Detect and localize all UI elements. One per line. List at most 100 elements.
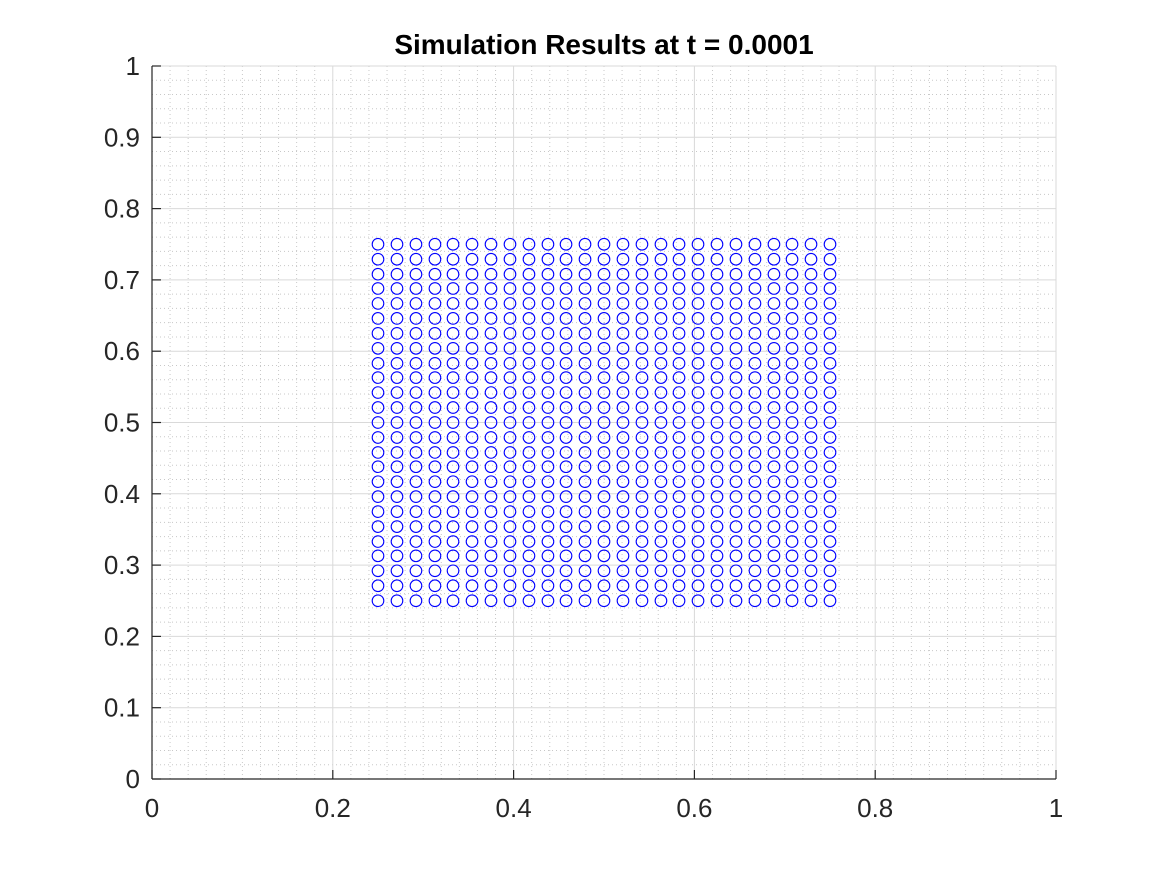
data-point (522, 564, 536, 578)
data-point (541, 282, 555, 295)
data-point (390, 535, 404, 548)
data-point (465, 312, 479, 325)
data-point (503, 312, 517, 325)
data-point (616, 460, 630, 474)
data-point (522, 520, 536, 533)
data-point (785, 549, 799, 563)
data-point (729, 564, 743, 578)
data-point (785, 327, 799, 340)
data-point (804, 431, 818, 444)
data-point (541, 297, 555, 310)
data-point (428, 549, 442, 563)
data-point (729, 416, 743, 429)
data-point (390, 520, 404, 533)
data-point (371, 535, 385, 548)
data-point (635, 475, 649, 489)
data-point (578, 341, 592, 355)
data-point (371, 520, 385, 533)
data-point (578, 327, 592, 340)
data-point (654, 431, 668, 444)
data-point (729, 490, 743, 504)
data-point (672, 267, 686, 281)
data-point (484, 535, 498, 548)
y-tick-label: 0.4 (104, 479, 140, 509)
data-point (484, 267, 498, 281)
data-point (785, 490, 799, 504)
data-point (484, 416, 498, 429)
data-point (559, 460, 573, 474)
data-point (428, 579, 442, 593)
data-point (672, 312, 686, 325)
data-point (503, 356, 517, 370)
data-point (371, 579, 385, 593)
data-point (465, 416, 479, 429)
data-point (616, 535, 630, 548)
data-point (635, 252, 649, 266)
data-point (672, 327, 686, 340)
data-point (654, 564, 668, 578)
data-point (409, 297, 423, 310)
data-point (428, 416, 442, 429)
data-point (785, 535, 799, 548)
data-point (578, 416, 592, 429)
data-point (541, 386, 555, 399)
data-point (409, 446, 423, 459)
data-point (635, 564, 649, 578)
data-point (616, 252, 630, 266)
data-point (823, 386, 837, 399)
data-point (785, 312, 799, 325)
data-point (804, 564, 818, 578)
data-point (428, 401, 442, 414)
data-point (710, 237, 724, 251)
data-point (804, 549, 818, 563)
data-point (672, 594, 686, 608)
data-point (804, 416, 818, 429)
data-point (691, 356, 705, 370)
data-point (446, 416, 460, 429)
data-point (597, 327, 611, 340)
data-point (371, 505, 385, 518)
data-point (823, 520, 837, 533)
data-point (465, 341, 479, 355)
data-point (823, 446, 837, 459)
data-point (428, 327, 442, 340)
data-point (672, 431, 686, 444)
data-point (710, 312, 724, 325)
data-point (672, 282, 686, 295)
data-point (578, 282, 592, 295)
data-point (748, 312, 762, 325)
data-point (522, 490, 536, 504)
data-point (541, 416, 555, 429)
data-point (597, 371, 611, 384)
data-point (785, 341, 799, 355)
data-point (578, 579, 592, 593)
y-tick-label: 0.2 (104, 621, 140, 651)
data-point (748, 535, 762, 548)
data-point (465, 564, 479, 578)
data-point (672, 564, 686, 578)
data-point (409, 475, 423, 489)
data-point (804, 401, 818, 414)
data-point (729, 549, 743, 563)
data-point (559, 594, 573, 608)
data-point (767, 416, 781, 429)
data-point (371, 490, 385, 504)
data-point (654, 535, 668, 548)
data-point (672, 237, 686, 251)
data-point (428, 446, 442, 459)
data-point (729, 579, 743, 593)
data-point (767, 535, 781, 548)
data-point (522, 252, 536, 266)
data-point (616, 312, 630, 325)
data-point (729, 460, 743, 474)
data-point (691, 341, 705, 355)
data-point (578, 490, 592, 504)
data-point (767, 594, 781, 608)
marker-layer (371, 237, 837, 608)
data-point (710, 460, 724, 474)
data-point (691, 460, 705, 474)
data-point (522, 460, 536, 474)
data-point (785, 297, 799, 310)
data-point (767, 327, 781, 340)
chart-title: Simulation Results at t = 0.0001 (394, 29, 813, 60)
